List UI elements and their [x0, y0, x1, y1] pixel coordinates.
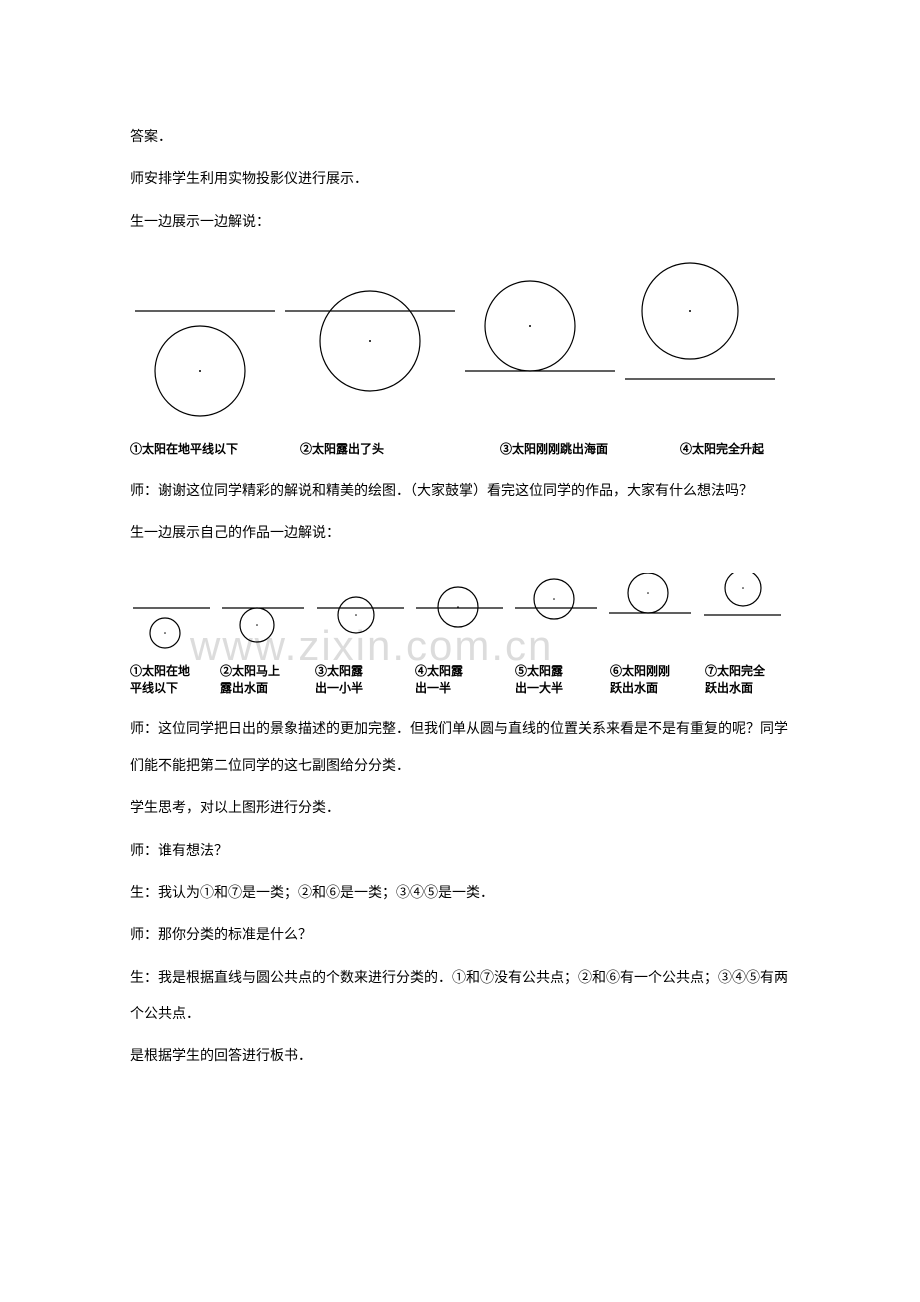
diagram-sunrise-7: ①太阳在地平线以下②太阳马上露出水面③太阳露出一小半④太阳露出一半⑤太阳露出一大… [130, 573, 790, 697]
para-student-think: 学生思考，对以上图形进行分类． [130, 791, 790, 827]
para-answer: 答案． [130, 120, 790, 156]
sun-panel-small [512, 573, 606, 653]
para-teacher-arrange: 师安排学生利用实物投影仪进行展示． [130, 162, 790, 198]
diagram2-label: ⑦太阳完全跃出水面 [705, 663, 795, 697]
diagram2-label: ③太阳露出一小半 [315, 663, 415, 697]
para-teacher-standard: 师：那你分类的标准是什么？ [130, 918, 790, 954]
para-teacher-classify: 师：这位同学把日出的景象描述的更加完整．但我们单从圆与直线的位置关系来看是不是有… [130, 712, 790, 785]
diagram2-label: ④太阳露出一半 [415, 663, 515, 697]
sun-panel-small [130, 573, 219, 653]
sun-panel-small [701, 573, 790, 653]
para-teacher-board: 是根据学生的回答进行板书． [130, 1039, 790, 1075]
para-student-show1: 生一边展示一边解说： [130, 205, 790, 241]
diagram1-label: ②太阳露出了头 [300, 441, 480, 458]
diagram1-label: ③太阳刚刚跳出海面 [500, 441, 660, 458]
sun-panel-small [314, 573, 413, 653]
sun-panel [620, 261, 780, 431]
para-teacher-who: 师：谁有想法？ [130, 834, 790, 870]
sun-panel-small [606, 573, 700, 653]
diagram2-label: ②太阳马上露出水面 [220, 663, 315, 697]
para-student-reason: 生：我是根据直线与圆公共点的个数来进行分类的．①和⑦没有公共点；②和⑥有一个公共… [130, 961, 790, 1034]
diagram2-label: ⑤太阳露出一大半 [515, 663, 610, 697]
para-student-show2: 生一边展示自己的作品一边解说： [130, 516, 790, 552]
sun-panel [460, 261, 620, 431]
para-teacher-thanks: 师：谢谢这位同学精彩的解说和精美的绘图．（大家鼓掌）看完这位同学的作品，大家有什… [130, 474, 790, 510]
diagram2-label: ⑥太阳刚刚跃出水面 [610, 663, 705, 697]
sun-panel-small [413, 573, 512, 653]
sun-panel-small [219, 573, 313, 653]
diagram-sunrise-4: ①太阳在地平线以下②太阳露出了头③太阳刚刚跳出海面④太阳完全升起 [130, 261, 790, 458]
para-student-groups: 生：我认为①和⑦是一类；②和⑥是一类；③④⑤是一类． [130, 876, 790, 912]
diagram2-label: ①太阳在地平线以下 [130, 663, 220, 697]
diagram1-label: ④太阳完全升起 [680, 441, 840, 458]
sun-panel [280, 261, 460, 431]
sun-panel [130, 261, 280, 431]
diagram1-label: ①太阳在地平线以下 [130, 441, 280, 458]
